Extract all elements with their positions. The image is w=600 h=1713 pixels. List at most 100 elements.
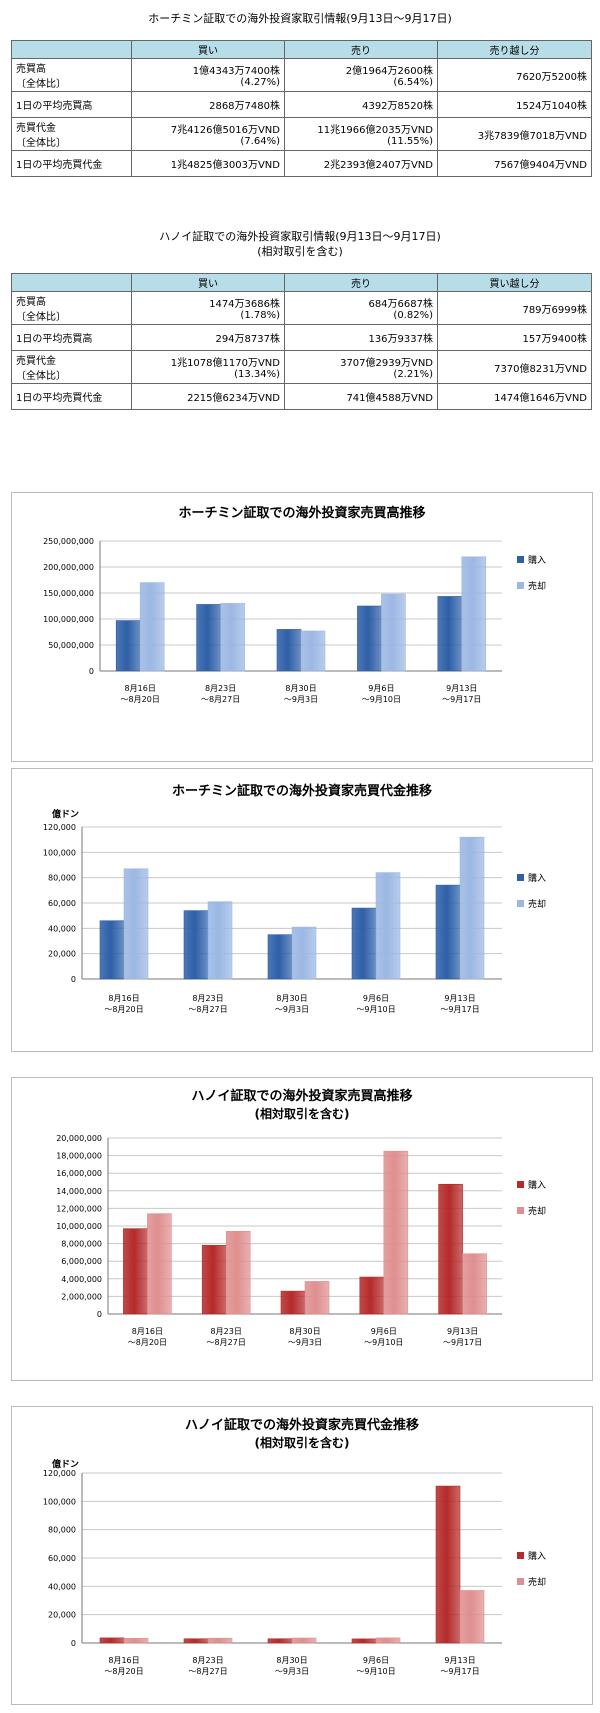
bar-sell <box>461 556 487 672</box>
y-tick-label: 150,000,000 <box>43 589 94 598</box>
buy-cell: 1兆1078億1170万VND (13.34%) <box>131 350 285 384</box>
bar-buy <box>435 884 461 980</box>
net-cell: 7567億9404万VND <box>437 150 592 177</box>
bar-sell <box>375 872 401 980</box>
x-tick-label: 9月13日 <box>446 684 477 693</box>
header-cell-sell: 売り <box>284 273 438 292</box>
bar-sell <box>123 868 149 980</box>
bar-buy <box>123 1228 148 1315</box>
row-label-value: 売買代金 <box>16 123 56 134</box>
x-tick-label-range: 〜9月10日 <box>356 1005 395 1014</box>
buy-cell: 294万8737株 <box>131 324 285 351</box>
y-tick-label: 100,000 <box>43 848 76 857</box>
buy-cell: 1474万3686株 (1.78%) <box>131 291 285 325</box>
bar-buy <box>99 1637 125 1644</box>
buy-cell-value: 7兆4126億5016万VND <box>170 125 280 136</box>
chart-hn-value-svg: ハノイ証取での海外投資家売買代金推移 (相対取引を含む) 億ドン 0 20,000 40,… <box>43 1417 546 1676</box>
legend-swatch <box>517 1207 524 1214</box>
x-tick-label: 9月6日 <box>371 1327 397 1336</box>
x-tick-label: 9月6日 <box>368 684 394 693</box>
bar-buy <box>438 1183 463 1315</box>
chart-title: ホーチミン証取での海外投資家売買代金推移 <box>172 783 432 799</box>
buy-cell-value: 1474万3686株 <box>209 299 280 310</box>
legend-label: 購入 <box>528 872 546 884</box>
y-tick-label: 6,000,000 <box>61 1257 102 1266</box>
buy-cell-ratio: (7.64%) <box>240 136 280 147</box>
bar-sell <box>207 1637 233 1644</box>
sell-cell-value: 2兆2393億2407万VND <box>323 160 433 171</box>
x-tick-label: 9月6日 <box>363 994 389 1003</box>
legend-swatch <box>517 1552 524 1559</box>
x-tick-label: 8月30日 <box>276 994 307 1003</box>
x-tick-label-range: 〜9月3日 <box>288 1338 322 1347</box>
bar-buy <box>267 1638 293 1644</box>
y-tick-label: 10,000,000 <box>56 1222 102 1231</box>
chart-hn-value: ハノイ証取での海外投資家売買代金推移 (相対取引を含む) 億ドン 0 20,000 40,… <box>11 1406 593 1705</box>
table-row: 1日の平均売買代金 1兆4825億3003万VND 2兆2393億2407万VND 7… <box>11 150 592 177</box>
net-cell: 3兆7839億7018万VND <box>437 117 592 151</box>
x-tick-label: 8月30日 <box>276 1656 307 1665</box>
chart-hn-volume: ハノイ証取での海外投資家売買高推移 (相対取引を含む) 0 2,000,000 4,00… <box>11 1077 593 1381</box>
x-tick-label-range: 〜9月17日 <box>443 1338 482 1347</box>
chart-subtitle: (相対取引を含む) <box>255 1106 350 1121</box>
row-label: 1日の平均売買高 <box>11 91 132 118</box>
chart-hn-volume-svg: ハノイ証取での海外投資家売買高推移 (相対取引を含む) 0 2,000,000 4,00… <box>56 1088 546 1347</box>
bar-buy <box>351 1638 377 1644</box>
bar-buy <box>437 596 463 672</box>
x-tick-label: 9月13日 <box>444 1656 475 1665</box>
bar-buy <box>99 920 125 980</box>
y-tick-label: 120,000 <box>43 1469 76 1478</box>
sell-cell-value: 684万6687株 <box>368 299 433 310</box>
y-tick-label: 20,000 <box>48 950 76 959</box>
net-cell: 1474億1646万VND <box>437 383 592 410</box>
bar-buy <box>357 605 382 672</box>
y-tick-label: 80,000 <box>48 874 76 883</box>
y-tick-label: 80,000 <box>48 1526 76 1535</box>
chart-title: ホーチミン証取での海外投資家売買高推移 <box>178 505 425 521</box>
bar-buy <box>267 934 293 980</box>
table-row: 売買高 〔全体比〕 1億4343万7400株 (4.27%) 2億1964万2600株(… <box>11 58 592 92</box>
sell-cell: 684万6687株 (0.82%) <box>284 291 438 325</box>
x-tick-label: 8月23日 <box>192 994 223 1003</box>
bar-sell <box>459 836 485 980</box>
x-tick-label-range: 〜8月20日 <box>104 1005 143 1014</box>
y-tick-label: 120,000 <box>43 823 76 832</box>
y-tick-label: 100,000 <box>43 1497 76 1506</box>
x-tick-label: 8月30日 <box>285 684 316 693</box>
y-tick-label: 0 <box>89 667 94 676</box>
y-tick-label: 50,000,000 <box>48 641 94 650</box>
header-cell <box>11 40 132 59</box>
bar-buy <box>183 1638 209 1644</box>
bar-sell <box>207 901 233 980</box>
bar-buy <box>201 1245 227 1315</box>
x-tick-label-range: 〜9月3日 <box>275 1667 309 1676</box>
row-label-value: 1日の平均売買高 <box>16 334 93 345</box>
sell-cell-value: 136万9337株 <box>368 334 433 345</box>
y-tick-label: 100,000,000 <box>43 615 94 624</box>
header-cell-buy: 買い <box>131 40 285 59</box>
sell-cell-value: 11兆1966億2035万VND <box>317 125 433 136</box>
sell-cell-value: 3707億2939万VND <box>340 358 433 369</box>
sell-cell: 741億4588万VND <box>284 383 438 410</box>
header-cell-sell: 売り <box>284 40 438 59</box>
sell-cell-value: 2億1964万2600株 <box>345 66 433 77</box>
x-tick-label-range: 〜8月27日 <box>188 1005 227 1014</box>
x-tick-label-range: 〜9月3日 <box>275 1005 309 1014</box>
sell-cell: 2兆2393億2407万VND <box>284 150 438 177</box>
y-unit-label: 億ドン <box>52 1458 79 1470</box>
bar-buy <box>435 1485 461 1644</box>
buy-cell-value: 294万8737株 <box>215 334 280 345</box>
row-label-value: 1日の平均売買高 <box>16 101 93 112</box>
legend-label: 売却 <box>528 898 546 910</box>
x-tick-label-range: 〜8月27日 <box>207 1338 246 1347</box>
y-tick-label: 18,000,000 <box>56 1152 102 1161</box>
row-label-ratio: 〔全体比〕 <box>16 312 66 323</box>
bar-sell <box>291 1637 317 1644</box>
y-tick-label: 14,000,000 <box>56 1187 102 1196</box>
legend-swatch <box>517 900 524 907</box>
y-tick-label: 40,000 <box>48 924 76 933</box>
x-tick-label: 8月23日 <box>192 1656 223 1665</box>
x-tick-label: 9月13日 <box>444 994 475 1003</box>
header-cell-net: 売り越し分 <box>437 40 592 59</box>
